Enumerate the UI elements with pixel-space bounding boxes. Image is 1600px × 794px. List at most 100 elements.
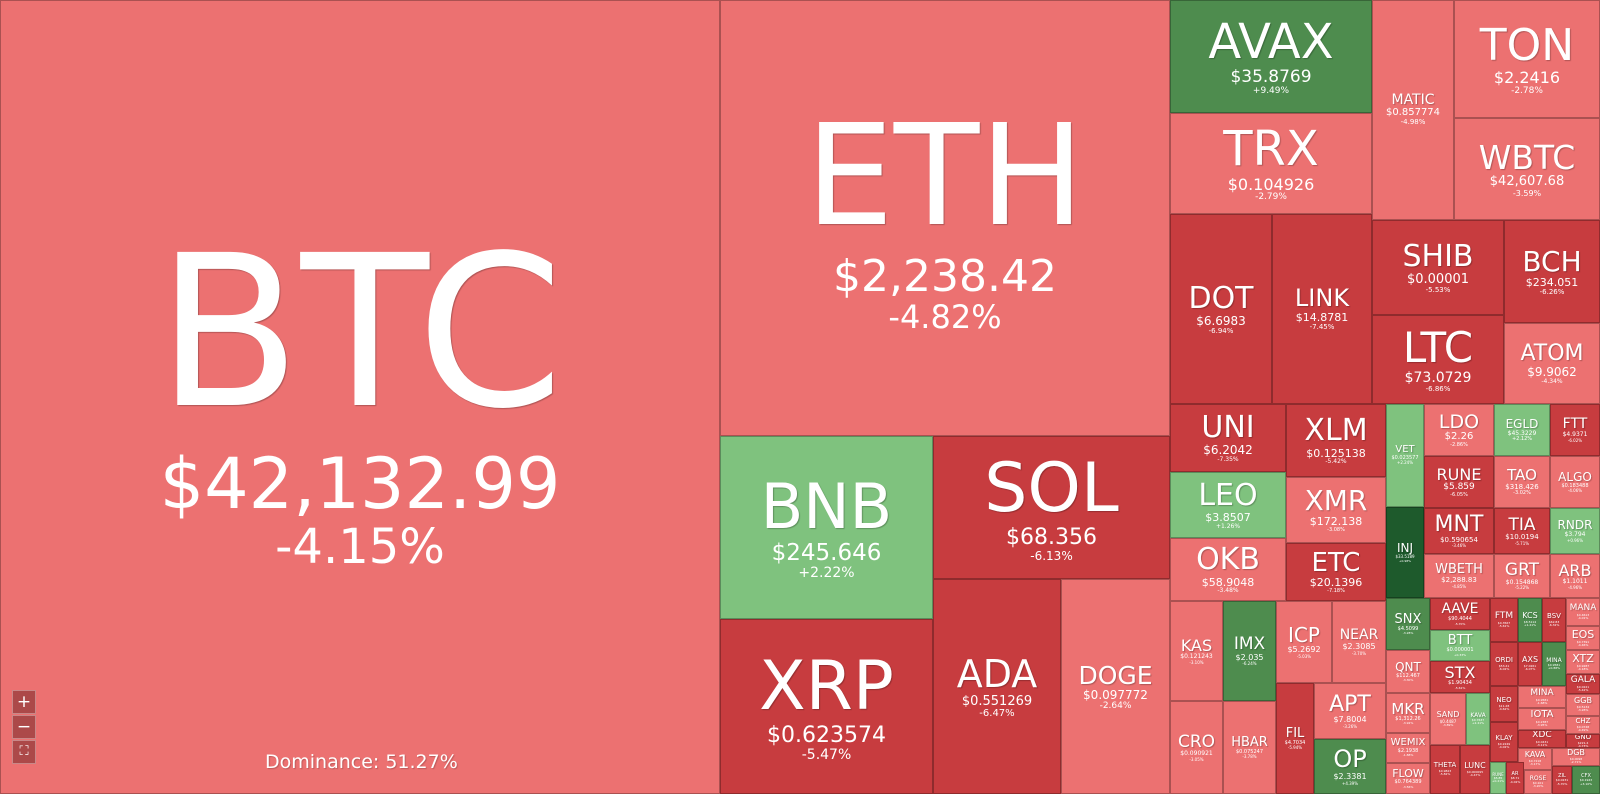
coin-tile-atom[interactable]: ATOM $9.9062 -4.34% bbox=[1504, 323, 1600, 404]
coin-tile-iota[interactable]: IOTA $0.2387 -3.95% bbox=[1518, 708, 1566, 730]
coin-tile-cfx[interactable]: CFX $0.1943 +3.10% bbox=[1572, 766, 1600, 794]
zoom-in-button[interactable]: + bbox=[12, 690, 36, 714]
coin-tile-ltc[interactable]: LTC $73.0729 -6.86% bbox=[1372, 315, 1504, 404]
coin-tile-kava[interactable]: KAVA $0.7218 -3.17% bbox=[1518, 748, 1552, 770]
coin-symbol: ADA bbox=[956, 651, 1038, 696]
coin-tile-aave[interactable]: AAVE $90.4044 -5.70% bbox=[1430, 598, 1490, 630]
coin-tile-stx[interactable]: STX $1.90434 -5.61% bbox=[1430, 661, 1490, 693]
coin-tile-xtz[interactable]: XTZ $0.9287 -4.18% bbox=[1566, 650, 1600, 674]
coin-tile-vet[interactable]: VET $0.023577 +2.24% bbox=[1386, 404, 1424, 507]
coin-tile-ggb[interactable]: GGB $0.5134 -3.28% bbox=[1566, 694, 1600, 716]
coin-tile-xlm[interactable]: XLM $0.125138 -5.42% bbox=[1286, 404, 1386, 477]
coin-price: $0.0231 bbox=[1555, 778, 1569, 783]
coin-tile-ftt[interactable]: FTT $4.9371 -6.02% bbox=[1550, 404, 1600, 456]
coin-tile-tia[interactable]: TIA $10.0194 -5.71% bbox=[1494, 508, 1550, 554]
coin-tile-wemix[interactable]: WEMIX $2.1938 -1.88% bbox=[1386, 733, 1430, 763]
coin-tile-ldo[interactable]: LDO $2.26 -2.86% bbox=[1424, 404, 1494, 456]
coin-tile-doge[interactable]: DOGE $0.097772 -2.64% bbox=[1061, 579, 1170, 794]
coin-tile-mina[interactable]: MINA $0.9581 +0.88% bbox=[1542, 642, 1566, 686]
coin-tile-btc[interactable]: BTC $42,132.99 -4.15% bbox=[0, 0, 720, 794]
coin-change: -6.13% bbox=[1030, 548, 1073, 563]
coin-tile-sol[interactable]: SOL $68.356 -6.13% bbox=[933, 436, 1170, 579]
coin-tile-egld[interactable]: EGLD $45.3229 +2.12% bbox=[1494, 404, 1550, 456]
coin-tile-qnt[interactable]: QNT $112.467 -3.30% bbox=[1386, 650, 1430, 693]
coin-tile-icp[interactable]: ICP $5.2692 -5.03% bbox=[1276, 601, 1332, 683]
coin-tile-kava[interactable]: KAVA $0.7637 +2.41% bbox=[1466, 693, 1490, 745]
coin-tile-hbar[interactable]: HBAR $0.075247 -3.78% bbox=[1223, 701, 1276, 794]
coin-tile-ar[interactable]: AR $8.71 -4.02% bbox=[1506, 762, 1524, 794]
coin-change: -6.05% bbox=[1450, 491, 1468, 498]
coin-tile-grt[interactable]: GRT $0.154868 -5.22% bbox=[1494, 554, 1550, 598]
coin-tile-eth[interactable]: ETH $2,238.42 -4.82% bbox=[720, 0, 1170, 436]
coin-change: -2.79% bbox=[1255, 192, 1287, 203]
coin-tile-wbeth[interactable]: WBETH $2,288.83 -4.85% bbox=[1424, 554, 1494, 598]
coin-tile-fil[interactable]: FIL $4.7034 -5.94% bbox=[1276, 683, 1314, 794]
coin-tile-kas[interactable]: KAS $0.121243 -3.10% bbox=[1170, 601, 1223, 701]
coin-tile-mana[interactable]: MANA $0.4613 -4.01% bbox=[1566, 598, 1600, 626]
coin-tile-xmr[interactable]: XMR $172.138 -3.08% bbox=[1286, 477, 1386, 543]
coin-tile-link[interactable]: LINK $14.8781 -7.45% bbox=[1272, 214, 1372, 404]
coin-tile-leo[interactable]: LEO $3.8507 +1.26% bbox=[1170, 472, 1286, 538]
coin-price: $0.000095 bbox=[1466, 769, 1484, 774]
coin-tile-cro[interactable]: CRO $0.090921 -3.05% bbox=[1170, 701, 1223, 794]
coin-tile-rune[interactable]: RUNE $5.85 +0.21% bbox=[1490, 762, 1506, 794]
coin-tile-eos[interactable]: EOS $0.7391 -4.46% bbox=[1566, 626, 1600, 650]
coin-tile-mkr[interactable]: MKR $1,312.26 -3.92% bbox=[1386, 693, 1430, 733]
coin-tile-neo[interactable]: NEO $11.28 -4.62% bbox=[1490, 686, 1518, 722]
coin-tile-zil[interactable]: ZIL $0.0231 -5.70% bbox=[1552, 766, 1572, 794]
coin-tile-arb[interactable]: ARB $1.1011 -4.96% bbox=[1550, 554, 1600, 598]
coin-tile-theta[interactable]: THETA $0.9823 -5.82% bbox=[1430, 745, 1460, 794]
coin-tile-kcs[interactable]: KCS $8.5114 +1.41% bbox=[1518, 598, 1542, 642]
coin-tile-btt[interactable]: BTT $0.000001 +0.33% bbox=[1430, 630, 1490, 661]
coin-tile-xdc[interactable]: XDC $0.0431 -3.11% bbox=[1518, 730, 1566, 748]
coin-tile-imx[interactable]: IMX $2.035 -6.24% bbox=[1223, 601, 1276, 701]
coin-change: -6.26% bbox=[1539, 287, 1565, 296]
coin-symbol: KAVA bbox=[1524, 750, 1546, 760]
coin-tile-gno[interactable]: GNO $221.4 -4.73% bbox=[1566, 734, 1600, 748]
coin-price: $0.9581 bbox=[1535, 697, 1549, 702]
coin-price: $4.7034 bbox=[1284, 739, 1306, 746]
coin-tile-wbtc[interactable]: WBTC $42,607.68 -3.59% bbox=[1454, 118, 1600, 220]
coin-tile-matic[interactable]: MATIC $0.857774 -4.98% bbox=[1372, 0, 1454, 220]
coin-tile-etc[interactable]: ETC $20.1396 -7.18% bbox=[1286, 543, 1386, 601]
coin-tile-avax[interactable]: AVAX $35.8769 +9.49% bbox=[1170, 0, 1372, 113]
fit-screen-button[interactable]: ⛶ bbox=[12, 740, 36, 764]
coin-price: $221.4 bbox=[1577, 740, 1589, 745]
coin-tile-near[interactable]: NEAR $2.3085 -3.70% bbox=[1332, 601, 1386, 683]
coin-tile-rndr[interactable]: RNDR $3.794 +0.96% bbox=[1550, 508, 1600, 554]
coin-tile-ftm[interactable]: FTM $0.3567 -5.61% bbox=[1490, 598, 1518, 642]
coin-tile-lunc[interactable]: LUNC $0.000095 -4.47% bbox=[1460, 745, 1490, 794]
coin-tile-okb[interactable]: OKB $58.9048 -3.48% bbox=[1170, 538, 1286, 601]
coin-tile-algo[interactable]: ALGO $0.183488 -4.06% bbox=[1550, 456, 1600, 508]
coin-tile-axs[interactable]: AXS $7.0261 -6.07% bbox=[1518, 642, 1542, 686]
coin-tile-gala[interactable]: GALA $0.0221 -5.42% bbox=[1566, 674, 1600, 694]
coin-tile-snx[interactable]: SNX $4.5099 -3.28% bbox=[1386, 598, 1430, 650]
coin-tile-ton[interactable]: TON $2.2416 -2.78% bbox=[1454, 0, 1600, 118]
coin-tile-flow[interactable]: FLOW $0.764389 -3.56% bbox=[1386, 763, 1430, 794]
coin-symbol: CHZ bbox=[1575, 716, 1591, 725]
coin-tile-tao[interactable]: TAO $318.426 -3.02% bbox=[1494, 456, 1550, 508]
coin-tile-mina[interactable]: MINA $0.9581 -1.68% bbox=[1518, 686, 1566, 708]
coin-tile-apt[interactable]: APT $7.8004 -3.26% bbox=[1314, 683, 1386, 739]
coin-tile-rose[interactable]: ROSE $0.101 -3.20% bbox=[1524, 770, 1552, 794]
zoom-out-button[interactable]: − bbox=[12, 715, 36, 739]
coin-tile-bnb[interactable]: BNB $245.646 +2.22% bbox=[720, 436, 933, 619]
coin-tile-mnt[interactable]: MNT $0.590654 -3.46% bbox=[1424, 508, 1494, 554]
coin-tile-ordi[interactable]: ORDI $53.41 -6.02% bbox=[1490, 642, 1518, 686]
coin-tile-inj[interactable]: INJ $33.5189 +0.98% bbox=[1386, 507, 1424, 598]
coin-tile-shib[interactable]: SHIB $0.00001 -5.53% bbox=[1372, 220, 1504, 315]
coin-tile-rune[interactable]: RUNE $5.859 -6.05% bbox=[1424, 456, 1494, 508]
coin-tile-xrp[interactable]: XRP $0.623574 -5.47% bbox=[720, 619, 933, 794]
coin-tile-op[interactable]: OP $2.3381 +4.39% bbox=[1314, 739, 1386, 794]
coin-tile-dot[interactable]: DOT $6.6983 -6.94% bbox=[1170, 214, 1272, 404]
coin-tile-uni[interactable]: UNI $6.2042 -7.35% bbox=[1170, 404, 1286, 472]
coin-tile-chz[interactable]: CHZ $0.0748 -4.49% bbox=[1566, 716, 1600, 734]
coin-tile-sand[interactable]: SAND $0.4487 -3.89% bbox=[1430, 693, 1466, 745]
coin-tile-ada[interactable]: ADA $0.551269 -6.47% bbox=[933, 579, 1061, 794]
coin-tile-klay[interactable]: KLAY $0.2249 -4.02% bbox=[1490, 722, 1518, 762]
coin-tile-dgb[interactable]: DGB $0.0098 -2.71% bbox=[1552, 748, 1600, 766]
coin-tile-bch[interactable]: BCH $234.051 -6.26% bbox=[1504, 220, 1600, 323]
coin-change: -3.89% bbox=[1442, 722, 1454, 727]
coin-tile-trx[interactable]: TRX $0.104926 -2.79% bbox=[1170, 113, 1372, 214]
coin-tile-bsv[interactable]: BSV $62.83 -6.32% bbox=[1542, 598, 1566, 642]
